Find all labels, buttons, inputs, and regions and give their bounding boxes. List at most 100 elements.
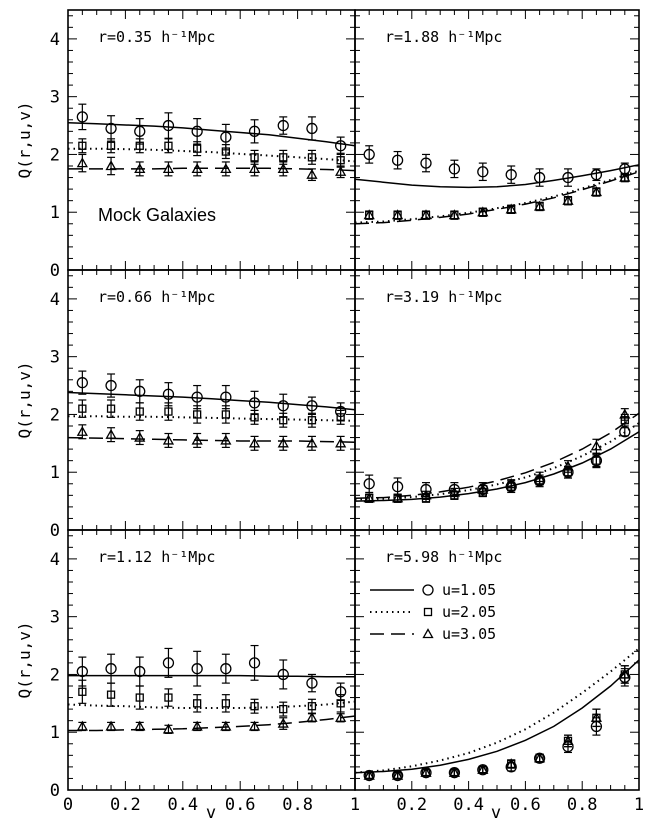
data-point-square — [592, 456, 601, 465]
data-point-square — [78, 404, 87, 413]
data-point-triangle — [448, 766, 461, 777]
data-point-triangle — [335, 711, 347, 722]
y-axis-label-bottom: Q(r,u,v) — [15, 621, 34, 698]
data-point-circle — [391, 481, 404, 493]
data-point-circle — [105, 122, 117, 135]
data-point-square — [307, 702, 317, 711]
data-point-square — [250, 153, 259, 162]
mock-galaxies-annotation: Mock Galaxies — [98, 205, 216, 225]
data-point-square — [192, 144, 202, 153]
x-tick-label: 0.8 — [567, 795, 598, 815]
data-point-triangle — [477, 763, 489, 774]
data-point-circle — [363, 478, 375, 490]
data-point-triangle — [562, 460, 574, 471]
data-point-square — [106, 690, 116, 699]
data-point-square — [164, 693, 173, 702]
panel-title: r=1.88 h⁻¹Mpc — [385, 28, 502, 46]
data-point-triangle — [505, 758, 517, 769]
data-point-circle — [248, 397, 261, 409]
data-point-circle — [76, 111, 88, 123]
data-point-square — [307, 153, 317, 162]
data-point-circle — [162, 119, 175, 132]
model-line-u=1.05 — [67, 121, 356, 147]
data-point-square — [279, 704, 288, 714]
data-point-circle — [505, 169, 517, 181]
x-tick-label: 0.4 — [167, 795, 198, 815]
legend-marker-circle — [422, 584, 434, 596]
data-point-circle — [105, 379, 117, 392]
data-point-square — [336, 413, 345, 422]
data-point-triangle — [619, 408, 631, 419]
model-line-u=1.05 — [68, 674, 355, 678]
data-point-triangle — [533, 200, 546, 211]
data-point-square — [135, 693, 144, 702]
data-point-circle — [220, 391, 232, 403]
data-point-circle — [477, 166, 489, 178]
y-tick-label: 4 — [50, 30, 60, 50]
data-point-triangle — [619, 171, 631, 182]
panel-bottom-left: 0 1 2 3 4 0 0.2 0.4 0.6 0.8 1 r=1.12 h⁻¹Mpc — [50, 529, 360, 815]
model-line-u=2.05 — [68, 415, 356, 422]
data-point-square — [336, 699, 345, 708]
data-point-square — [164, 407, 173, 416]
data-point-circle — [391, 154, 404, 166]
data-point-triangle — [306, 168, 318, 179]
data-point-triangle — [191, 720, 203, 731]
x-tick-label: 0.2 — [110, 795, 141, 815]
y-tick-label: 3 — [50, 88, 60, 108]
data-point-triangle — [134, 720, 146, 731]
x-tick-label: 0.4 — [453, 795, 484, 815]
panel-title: r=5.98 h⁻¹Mpc — [385, 548, 502, 566]
y-tick-label: 4 — [50, 550, 60, 570]
y-tick-label: 1 — [50, 723, 60, 743]
y-tick-label: 0 — [50, 521, 60, 541]
data-point-triangle — [363, 492, 375, 503]
data-point-triangle — [162, 163, 175, 174]
legend-marker-square — [423, 607, 433, 617]
y-tick-label: 0 — [50, 261, 60, 281]
data-point-triangle — [590, 186, 603, 197]
y-axis-labels: Q(r,u,v) Q(r,u,v) Q(r,u,v) — [15, 101, 34, 698]
data-point-triangle — [220, 434, 232, 445]
data-point-triangle — [306, 711, 318, 722]
data-point-triangle — [220, 720, 232, 731]
y-tick-label: 2 — [50, 405, 60, 425]
data-point-triangle — [391, 492, 404, 503]
data-point-triangle — [105, 720, 117, 731]
data-point-triangle — [420, 489, 432, 500]
data-point-circle — [220, 131, 232, 143]
y-axis-label-middle: Q(r,u,v) — [15, 361, 34, 438]
data-point-triangle — [335, 437, 347, 448]
data-point-triangle — [590, 711, 603, 722]
data-point-triangle — [277, 163, 289, 174]
panel-title: r=0.35 h⁻¹Mpc — [98, 28, 215, 46]
data-point-triangle — [277, 717, 289, 728]
data-point-circle — [277, 668, 289, 681]
x-axis-label-left: v — [206, 803, 216, 821]
data-point-circle — [162, 657, 175, 669]
data-point-triangle — [134, 163, 146, 174]
x-tick-label: 1 — [634, 795, 644, 815]
panel-bottom-right: 0.2 0.4 0.6 0.8 1 r=5.98 h⁻¹Mpc — [354, 529, 644, 815]
data-point-triangle — [562, 735, 574, 746]
panel-frame — [354, 9, 640, 271]
data-point-triangle — [420, 766, 432, 777]
y-tick-label: 3 — [50, 348, 60, 368]
y-tick-label: 4 — [50, 290, 60, 310]
data-point-triangle — [505, 203, 517, 214]
data-point-triangle — [619, 668, 631, 679]
x-tick-label: 0.2 — [396, 795, 427, 815]
panels-group: 0 1 2 3 4 r=0.35 h⁻¹Mpc r=1.88 h⁻¹Mpc 0 1 2 3 4 r=0.… — [50, 9, 644, 815]
y-tick-label: 1 — [50, 203, 60, 223]
data-point-circle — [191, 663, 203, 675]
data-point-square — [192, 410, 202, 419]
data-point-square — [307, 416, 317, 425]
data-point-triangle — [76, 720, 88, 731]
x-tick-label: 0.6 — [510, 795, 541, 815]
data-point-square — [279, 153, 288, 162]
data-point-square — [192, 699, 202, 708]
panel-title: r=1.12 h⁻¹Mpc — [98, 548, 215, 566]
data-point-triangle — [248, 437, 261, 448]
data-point-circle — [334, 140, 347, 152]
model-line-u=2.05 — [354, 422, 640, 501]
